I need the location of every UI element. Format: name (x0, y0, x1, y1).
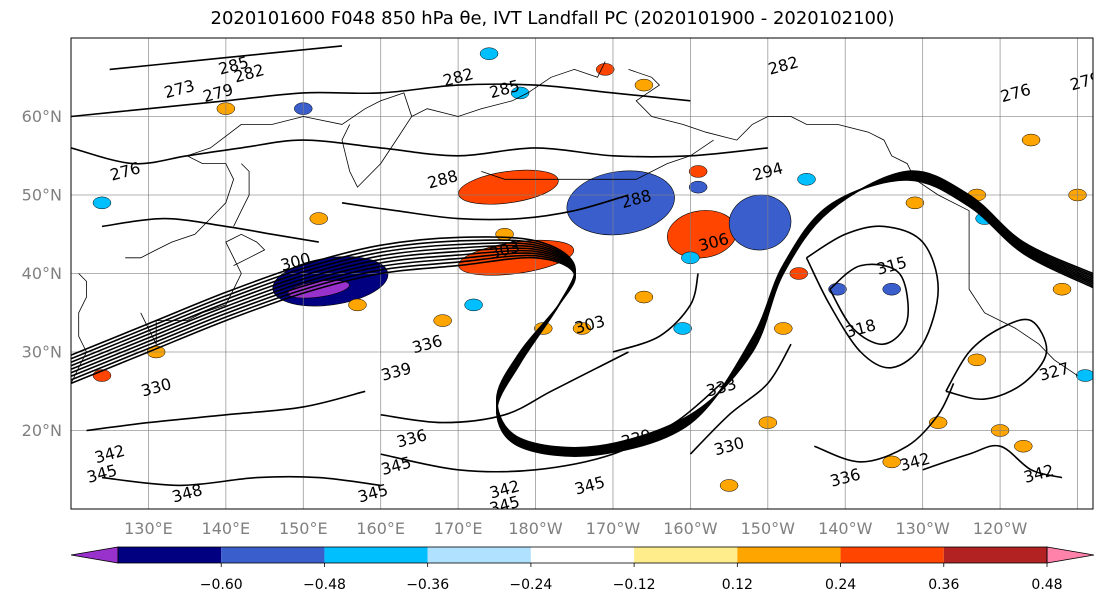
colorbar-segment (943, 547, 1047, 563)
longitude-tick-label: 130°W (895, 519, 950, 538)
longitude-tick-label: 150°E (279, 519, 328, 538)
longitude-tick-label: 150°W (741, 519, 796, 538)
colorbar-tick-label: 0.24 (825, 577, 856, 593)
ivt-shaded-region (458, 169, 559, 205)
ivt-small-region (309, 212, 329, 225)
colorbar-tick-label: −0.24 (509, 577, 552, 593)
theta-e-contour (612, 273, 699, 353)
coastline (628, 69, 1078, 376)
theta-e-contour (922, 444, 1063, 479)
colorbar-tick-label: −0.12 (613, 577, 656, 593)
latitude-tick-label: 60°N (22, 107, 62, 126)
colorbar-segment (530, 547, 635, 563)
theta-e-contour (945, 318, 1048, 400)
ivt-small-region (634, 290, 654, 304)
latitude-tick-labels: 60°N 50°N 40°N 30°N 20°N (22, 107, 62, 440)
theta-e-contour (380, 351, 629, 424)
theta-e-contour (380, 382, 722, 473)
theta-e-contour (341, 194, 629, 221)
colorbar-segment (221, 547, 325, 563)
ivt-small-region (882, 455, 901, 469)
ivt-small-region (433, 314, 452, 327)
ivt-small-region (1021, 133, 1041, 147)
latitude-tick-label: 50°N (22, 186, 62, 205)
theta-e-contour (805, 225, 940, 369)
colorbar-frame (117, 546, 1048, 564)
theta-e-contour (814, 383, 955, 463)
theta-e-contour (109, 45, 343, 71)
colorbar-extend-min (70, 546, 119, 564)
ivt-small-region (673, 322, 692, 335)
ivt-small-region (510, 86, 530, 100)
ivt-small-region (479, 47, 499, 60)
ivt-small-region (688, 165, 708, 178)
latitude-tick-label: 40°N (22, 264, 62, 283)
ivt-small-region (464, 298, 483, 312)
longitude-tick-label: 160°E (356, 519, 405, 538)
latitude-tick-label: 30°N (22, 343, 62, 362)
longitude-tick-label: 130°E (124, 519, 173, 538)
colorbar-tick-labels: −0.60 −0.48 −0.36 −0.24 −0.12 0.12 0.24 0.36 0.4… (200, 563, 1063, 593)
coastline (411, 61, 606, 117)
ivt-small-region (1052, 282, 1072, 296)
ivt-small-region (774, 322, 793, 335)
theta-e-contour (86, 390, 366, 432)
ivt-small-region (905, 196, 925, 210)
theta-e-contour (689, 343, 792, 455)
colorbar-tick-label: −0.36 (406, 577, 449, 593)
ivt-small-region (882, 282, 901, 296)
ivt-small-region (1076, 369, 1093, 382)
longitude-tick-label: 170°W (586, 519, 641, 538)
longitude-tick-label: 180°W (508, 519, 563, 538)
ivt-small-region (797, 173, 816, 186)
longitude-tick-label: 140°E (202, 519, 251, 538)
ivt-small-region (719, 479, 739, 492)
colorbar-segment (118, 547, 222, 563)
ivt-small-region (572, 322, 592, 335)
colorbar-tick-label: 0.36 (928, 577, 959, 593)
theta-e-contour (101, 217, 319, 243)
longitude-tick-label: 140°W (818, 519, 873, 538)
map-frame (70, 37, 1094, 510)
theta-e-contours (71, 45, 1093, 487)
colorbar-tick-label: −0.48 (303, 577, 346, 593)
ivt-small-region (967, 353, 987, 367)
theta-e-contour (71, 139, 768, 165)
latitude-tick-label: 20°N (22, 421, 62, 440)
colorbar-tick-label: 0.48 (1031, 577, 1062, 593)
longitude-tick-label: 120°W (973, 519, 1028, 538)
ivt-small-region (348, 298, 367, 312)
ivt-small-region (595, 63, 615, 76)
ivt-small-region (92, 196, 112, 210)
ivt-small-region (688, 180, 708, 194)
coastline (481, 139, 714, 180)
ivt-small-region (1014, 439, 1033, 453)
theta-e-contour (71, 83, 691, 118)
colorbar-tick-label: 0.12 (722, 577, 753, 593)
theta-e-contour (829, 263, 909, 346)
theta-e-contour (101, 475, 381, 487)
theta-e-contour (71, 179, 1093, 457)
colorbar-tick-label: −0.60 (200, 577, 243, 593)
longitude-tick-label: 160°W (663, 519, 718, 538)
coastline (233, 163, 250, 227)
chart-title: 2020101600 F048 850 hPa θe, IVT Landfall… (210, 8, 895, 29)
colorbar (70, 546, 1095, 564)
colorbar-segment (324, 547, 428, 563)
ivt-small-region (634, 78, 654, 92)
longitude-tick-label: 170°E (434, 519, 483, 538)
colorbar-segment (634, 547, 738, 563)
colorbar-segment (840, 547, 944, 563)
colorbar-segment (427, 547, 531, 563)
gridlines (71, 38, 1093, 509)
longitude-tick-labels: 130°E 140°E 150°E 160°E 170°E 180°W 170°W 160°W… (124, 519, 1027, 538)
colorbar-segment (737, 547, 841, 563)
coastline (125, 92, 413, 259)
colorbar-extend-max (1046, 546, 1095, 564)
